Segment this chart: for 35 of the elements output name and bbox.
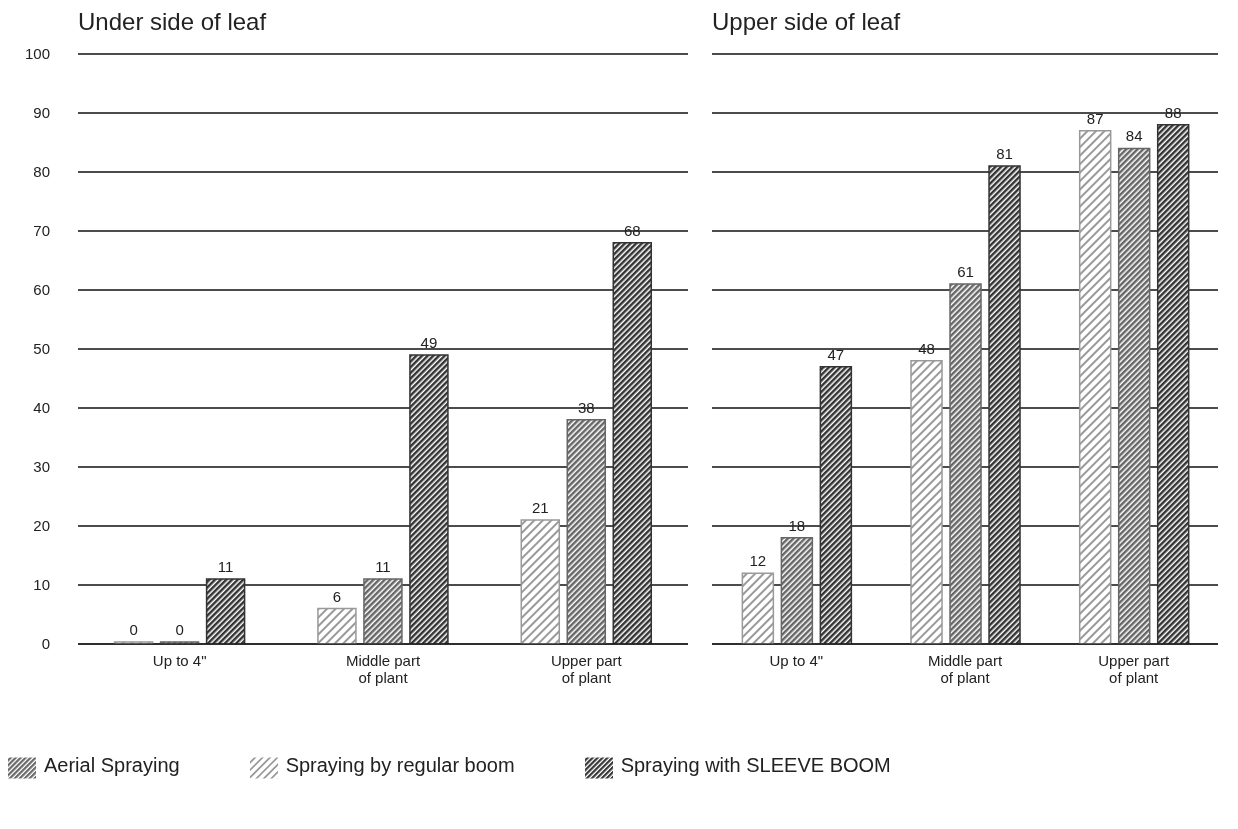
legend-label: Aerial Spraying bbox=[44, 754, 180, 776]
data-label: 11 bbox=[375, 558, 391, 576]
x-tick-label: Middle part of plant bbox=[927, 652, 1003, 686]
legend-label: Spraying by regular boom bbox=[285, 754, 515, 776]
y-tick-label: 70 bbox=[33, 222, 50, 240]
data-label: 87 bbox=[1086, 109, 1104, 127]
data-label: 0 bbox=[129, 621, 138, 638]
data-label: 84 bbox=[1125, 127, 1143, 145]
y-tick-label: 0 bbox=[41, 635, 50, 653]
y-tick-label: 100 bbox=[24, 45, 50, 63]
data-label: 47 bbox=[827, 345, 845, 363]
x-tick-label: Upper part of plant bbox=[1098, 652, 1170, 686]
y-tick-label: 20 bbox=[33, 517, 50, 535]
data-label: 81 bbox=[996, 145, 1013, 163]
y-tick-label: 30 bbox=[33, 458, 50, 476]
data-label: 0 bbox=[175, 621, 184, 638]
data-label: 49 bbox=[420, 333, 438, 351]
x-tick-label: Up to 4" bbox=[152, 652, 207, 669]
y-tick-label: 60 bbox=[33, 281, 50, 299]
x-tick-label: Middle part of plant bbox=[345, 652, 421, 686]
legend-label: Spraying with SLEEVE BOOM bbox=[620, 754, 891, 776]
data-label: 61 bbox=[957, 263, 974, 281]
data-label: 11 bbox=[217, 558, 234, 576]
x-tick-label: Upper part of plant bbox=[550, 652, 623, 686]
y-tick-label: 80 bbox=[33, 163, 50, 181]
y-tick-label: 40 bbox=[33, 399, 50, 417]
chart-title: Under side of leaf bbox=[78, 8, 268, 37]
chart-title: Upper side of leaf bbox=[712, 8, 902, 37]
data-label: 6 bbox=[332, 587, 342, 605]
data-label: 12 bbox=[749, 552, 767, 570]
y-tick-label: 50 bbox=[33, 340, 50, 358]
y-tick-label: 10 bbox=[33, 576, 50, 594]
x-tick-label: Up to 4" bbox=[769, 652, 824, 669]
y-tick-label: 90 bbox=[33, 104, 50, 122]
data-label: 21 bbox=[531, 499, 549, 517]
